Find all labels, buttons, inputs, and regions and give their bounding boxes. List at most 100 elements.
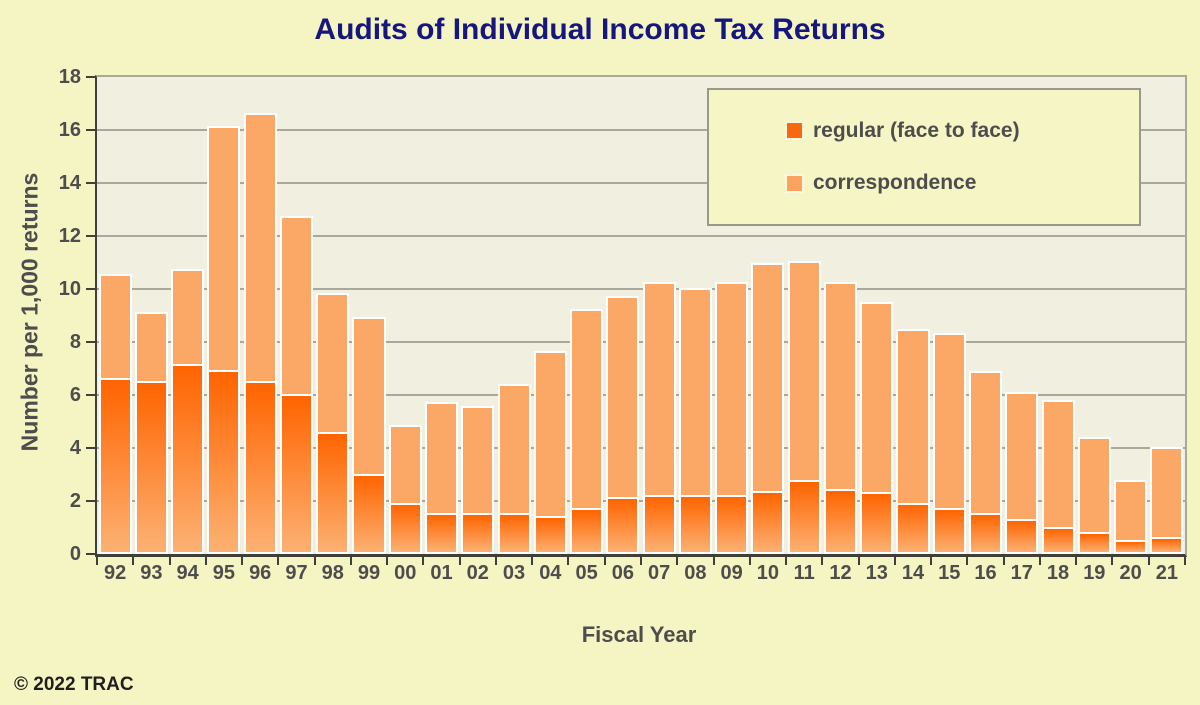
bar-15-regular xyxy=(932,508,966,554)
bar-17-regular xyxy=(1005,519,1039,554)
y-tick-label-4: 4 xyxy=(69,437,81,459)
x-tick-29 xyxy=(1147,557,1150,565)
x-tick-8 xyxy=(386,557,389,565)
bar-97-correspondence xyxy=(279,216,313,395)
bar-04-regular xyxy=(533,516,567,554)
bar-96-correspondence xyxy=(243,112,277,382)
x-tick-18 xyxy=(748,557,751,565)
x-tick-20 xyxy=(821,557,824,565)
y-tick-14 xyxy=(86,182,95,184)
x-tick-22 xyxy=(893,557,896,565)
y-tick-0 xyxy=(86,553,95,555)
bar-06-correspondence xyxy=(606,295,640,499)
y-tick-label-10: 10 xyxy=(58,278,81,300)
bar-00 xyxy=(388,425,422,554)
bar-18-correspondence xyxy=(1041,400,1075,528)
x-tick-label-10: 10 xyxy=(756,562,780,584)
y-tick-6 xyxy=(86,394,95,396)
bar-01 xyxy=(425,401,459,554)
legend-label-regular: regular (face to face) xyxy=(813,118,1020,142)
bar-97 xyxy=(279,216,313,554)
x-tick-label-08: 08 xyxy=(684,562,707,584)
bar-92 xyxy=(98,274,132,554)
bar-99-correspondence xyxy=(352,316,386,475)
y-tick-2 xyxy=(86,500,95,502)
bar-14-regular xyxy=(896,503,930,554)
bar-00-correspondence xyxy=(388,425,422,504)
x-tick-label-03: 03 xyxy=(502,562,526,584)
gridline-2 xyxy=(97,500,1185,502)
x-tick-label-16: 16 xyxy=(974,562,997,584)
x-tick-label-18: 18 xyxy=(1046,562,1070,584)
bar-92-regular xyxy=(98,379,132,554)
bar-21-regular xyxy=(1150,538,1184,554)
x-tick-10 xyxy=(458,557,461,565)
bar-08 xyxy=(678,287,712,554)
x-tick-label-04: 04 xyxy=(539,562,562,584)
x-tick-4 xyxy=(241,557,244,565)
x-tick-label-94: 94 xyxy=(176,562,199,584)
x-tick-label-92: 92 xyxy=(104,562,127,584)
gridline-12 xyxy=(97,235,1185,237)
bar-99 xyxy=(352,316,386,554)
bar-04 xyxy=(533,351,567,554)
x-tick-label-13: 13 xyxy=(865,562,888,584)
gridline-14 xyxy=(97,182,1185,184)
bar-17-correspondence xyxy=(1005,392,1039,520)
legend: regular (face to face) correspondence xyxy=(707,88,1141,226)
bar-96 xyxy=(243,112,277,554)
y-tick-4 xyxy=(86,447,95,449)
x-tick-label-12: 12 xyxy=(829,562,852,584)
x-tick-label-15: 15 xyxy=(938,562,961,584)
bar-20-correspondence xyxy=(1114,479,1148,541)
bar-19-correspondence xyxy=(1077,437,1111,533)
bar-93-regular xyxy=(134,381,168,554)
bar-10-regular xyxy=(751,491,785,554)
bar-96-regular xyxy=(243,381,277,554)
bar-16-correspondence xyxy=(969,371,1003,515)
x-tick-label-11: 11 xyxy=(793,562,815,584)
x-tick-label-07: 07 xyxy=(648,562,671,584)
bar-09-regular xyxy=(715,495,749,554)
bar-95-correspondence xyxy=(207,126,241,372)
bar-98-regular xyxy=(316,433,350,554)
bar-04-correspondence xyxy=(533,351,567,517)
bar-12-correspondence xyxy=(823,282,857,491)
y-tick-18 xyxy=(86,76,95,78)
x-tick-16 xyxy=(676,557,679,565)
x-tick-12 xyxy=(531,557,534,565)
x-tick-7 xyxy=(349,557,352,565)
legend-item-regular: regular (face to face) xyxy=(785,119,1139,143)
bar-19-regular xyxy=(1077,532,1111,554)
x-tick-label-00: 00 xyxy=(394,562,417,584)
x-tick-27 xyxy=(1075,557,1078,565)
bar-95-regular xyxy=(207,371,241,554)
bar-03-regular xyxy=(497,514,531,554)
bar-14-correspondence xyxy=(896,328,930,504)
y-tick-label-2: 2 xyxy=(69,490,81,512)
bar-13-correspondence xyxy=(860,302,894,494)
x-tick-label-21: 21 xyxy=(1155,562,1178,584)
bar-07 xyxy=(642,282,676,554)
bar-11-correspondence xyxy=(787,261,821,482)
bar-94-correspondence xyxy=(171,269,205,365)
bar-11 xyxy=(787,261,821,554)
bar-97-regular xyxy=(279,395,313,554)
gridline-16 xyxy=(97,129,1185,131)
y-tick-label-18: 18 xyxy=(58,66,81,88)
gridline-8 xyxy=(97,341,1185,343)
bar-15 xyxy=(932,332,966,554)
bar-10-correspondence xyxy=(751,262,785,492)
bar-01-correspondence xyxy=(425,401,459,515)
bar-13 xyxy=(860,302,894,554)
gridline-10 xyxy=(97,288,1185,290)
gridline-6 xyxy=(97,394,1185,396)
x-tick-23 xyxy=(930,557,933,565)
x-tick-13 xyxy=(567,557,570,565)
bar-20 xyxy=(1114,479,1148,554)
x-tick-label-96: 96 xyxy=(249,562,272,584)
y-tick-label-0: 0 xyxy=(69,543,81,565)
bar-94-regular xyxy=(171,364,205,554)
x-tick-0 xyxy=(96,557,98,565)
